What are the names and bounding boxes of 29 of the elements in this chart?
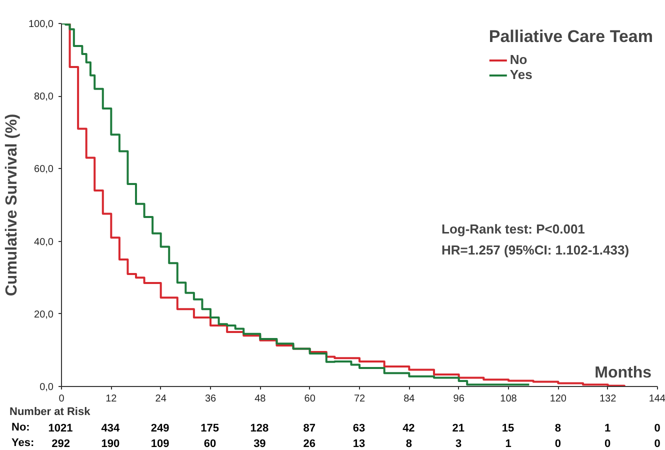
x-tick-label: 24 (155, 394, 167, 404)
x-tick-label: 0 (58, 394, 65, 404)
annotation: HR=1.257 (95%CI: 1.102-1.433) (442, 242, 630, 258)
x-axis-title: Months (594, 364, 652, 382)
x-tick-label: 120 (550, 394, 567, 404)
y-tick-label: 40,0 (34, 236, 54, 248)
x-tick-label: 84 (404, 394, 416, 404)
y-tick-label: 80,0 (34, 92, 54, 103)
x-tick-label: 108 (500, 394, 518, 404)
x-tick-label: 132 (599, 394, 617, 404)
annotation: Log-Rank test: P<0.001 (442, 222, 585, 236)
x-tick-label: 144 (648, 394, 665, 404)
y-tick-label: 0,0 (40, 382, 54, 393)
y-tick-label: 100,0 (28, 19, 54, 30)
legend-title: Palliative Care Team (488, 27, 653, 47)
y-tick-label: 60,0 (34, 164, 54, 176)
text: Yes: 292 190 109 60 39 26 13 8 3 1 0 0 0 (12, 436, 660, 450)
legend-label: No (510, 52, 528, 67)
x-tick-label: 48 (254, 394, 266, 404)
x-tick-label: 72 (354, 394, 366, 404)
text: No: 1021 434 249 175 128 87 63 42 21 15 8 1 0 (12, 422, 660, 434)
x-tick-label: 60 (304, 394, 316, 404)
text: Number at Risk (10, 406, 92, 418)
x-tick-label: 12 (106, 394, 118, 404)
y-tick-label: 20,0 (34, 309, 54, 320)
y-axis-title: Cumulative Survival (%) (3, 114, 20, 296)
legend-label: Yes (510, 67, 532, 82)
x-tick-label: 96 (453, 394, 465, 404)
x-tick-label: 36 (204, 394, 216, 404)
